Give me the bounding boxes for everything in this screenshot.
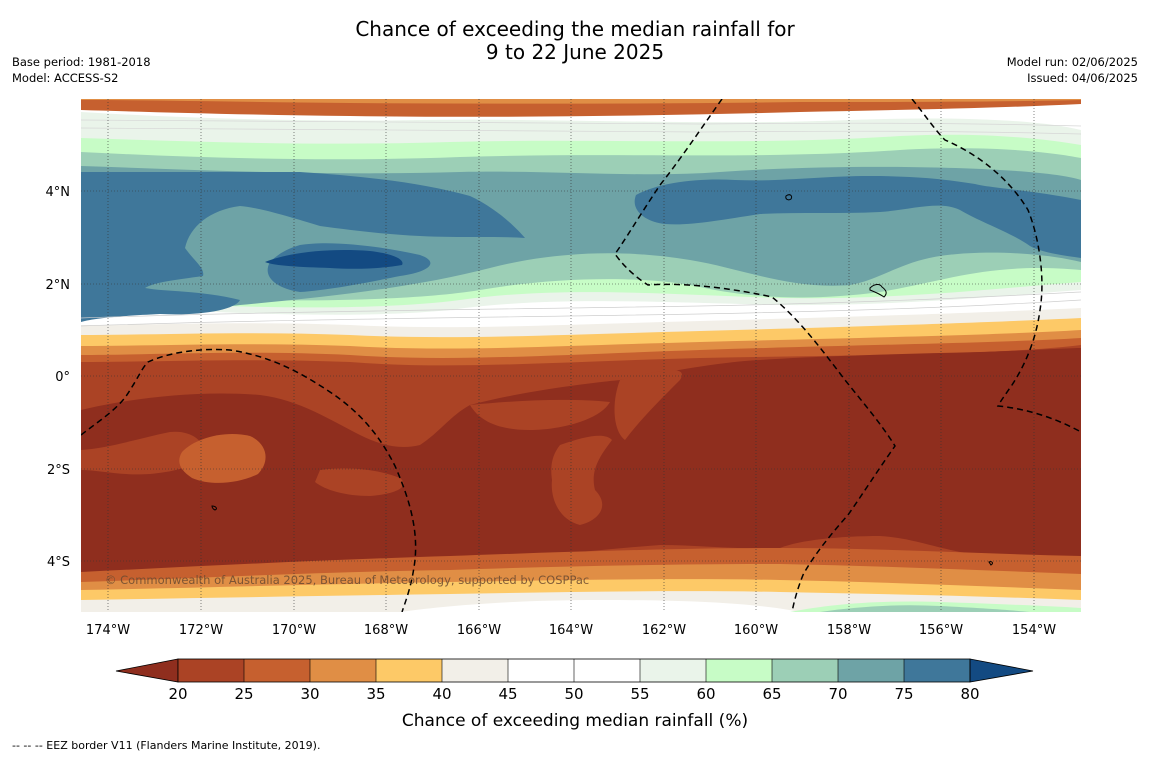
lon-label: 162°W (642, 623, 686, 638)
lon-label: 154°W (1012, 623, 1056, 638)
eez-borders (81, 99, 1081, 612)
colorbar: 20 25 30 35 40 45 50 55 60 65 70 75 80 C… (115, 658, 1034, 731)
colorbar-ticks: 20 25 30 35 40 45 50 55 60 65 70 75 80 (168, 685, 979, 703)
colorbar-tick: 25 (234, 685, 253, 703)
colorbar-tick: 60 (696, 685, 715, 703)
colorbar-tick: 70 (828, 685, 847, 703)
issued-text: Issued: 04/06/2025 (1027, 71, 1138, 85)
base-period-text: Base period: 1981-2018 (12, 55, 151, 69)
lat-label: 4°N (46, 185, 71, 200)
colorbar-under-triangle (115, 658, 179, 683)
model-text: Model: ACCESS-S2 (12, 71, 119, 85)
colorbar-tick: 35 (366, 685, 385, 703)
colorbar-segment (838, 659, 904, 682)
map-copyright: © Commonwealth of Australia 2025, Bureau… (105, 573, 589, 587)
lon-label: 156°W (919, 623, 963, 638)
lat-label: 2°N (46, 278, 71, 293)
colorbar-tick: 65 (762, 685, 781, 703)
lon-label: 168°W (364, 623, 408, 638)
colorbar-segment (706, 659, 772, 682)
lat-label: 2°S (47, 463, 70, 478)
colorbar-over-triangle (969, 658, 1034, 683)
header-right-info: Model run: 02/06/2025 Issued: 04/06/2025 (1007, 54, 1138, 86)
rainfall-probability-field (81, 99, 1081, 612)
islands (211, 194, 993, 566)
colorbar-label: Chance of exceeding median rainfall (%) (402, 711, 748, 731)
colorbar-segment (574, 659, 640, 682)
colorbar-segment (244, 659, 310, 682)
colorbar-segment (640, 659, 706, 682)
eez-legend-note: -- -- -- EEZ border V11 (Flanders Marine… (12, 739, 321, 752)
map-title: Chance of exceeding the median rainfall … (0, 18, 1150, 64)
colorbar-tick: 20 (168, 685, 187, 703)
lon-label: 172°W (179, 623, 223, 638)
colorbar-tick: 50 (564, 685, 583, 703)
map-title-line2: 9 to 22 June 2025 (485, 40, 665, 64)
map-title-line1: Chance of exceeding the median rainfall … (355, 17, 795, 41)
latitude-labels: 4°N 2°N 0° 2°S 4°S (46, 185, 71, 570)
lon-label: 158°W (827, 623, 871, 638)
colorbar-segment (310, 659, 376, 682)
colorbar-tick: 75 (894, 685, 913, 703)
colorbar-segment (508, 659, 574, 682)
colorbar-segment (904, 659, 970, 682)
lon-label: 160°W (734, 623, 778, 638)
lat-label: 0° (55, 370, 70, 385)
lon-label: 166°W (457, 623, 501, 638)
colorbar-segment (376, 659, 442, 682)
lon-label: 170°W (272, 623, 316, 638)
header-left-info: Base period: 1981-2018 Model: ACCESS-S2 (12, 54, 151, 86)
colorbar-tick: 55 (630, 685, 649, 703)
lon-label: 174°W (86, 623, 130, 638)
model-run-text: Model run: 02/06/2025 (1006, 55, 1138, 69)
colorbar-segment (178, 659, 244, 682)
colorbar-segment (772, 659, 838, 682)
colorbar-tick: 80 (960, 685, 979, 703)
lat-label: 4°S (47, 555, 70, 570)
longitude-labels: 174°W 172°W 170°W 168°W 166°W 164°W 162°… (86, 623, 1056, 638)
lon-label: 164°W (549, 623, 593, 638)
colorbar-tick: 40 (432, 685, 451, 703)
colorbar-segment (442, 659, 508, 682)
colorbar-tick: 30 (300, 685, 319, 703)
colorbar-tick: 45 (498, 685, 517, 703)
